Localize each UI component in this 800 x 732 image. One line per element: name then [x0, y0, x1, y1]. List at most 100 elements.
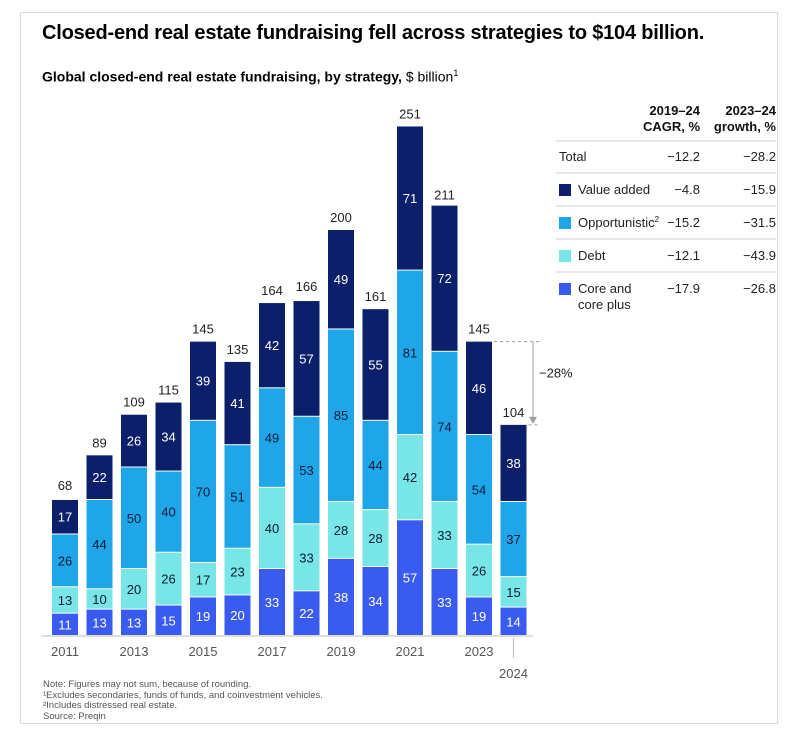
note-rounding: Note: Figures may not sum, because of ro…	[43, 679, 252, 690]
bar-segment-debt	[328, 502, 354, 558]
table-growth-value: −26.8	[743, 281, 776, 296]
bar-segment-debt	[52, 587, 78, 613]
table-header-growth: 2023–24	[725, 103, 776, 118]
bar-value-label: 26	[58, 553, 72, 568]
table-row-label: Total	[559, 149, 587, 164]
bar-total-label: 145	[468, 322, 490, 337]
table-growth-value: −43.9	[743, 248, 776, 263]
bar-segment-value-added	[259, 303, 285, 388]
bar-value-label: 15	[161, 613, 175, 628]
footnote-2: ²Includes distressed real estate.	[43, 700, 178, 711]
bar-segment-core-and-core-plus	[224, 595, 251, 635]
bar-value-label: 15	[506, 585, 520, 600]
bar-value-label: 74	[437, 419, 451, 434]
bar-value-label: 53	[299, 463, 313, 478]
bar-segment-opportunistic	[121, 467, 147, 569]
bar-total-label: 200	[330, 210, 352, 225]
bar-value-label: 57	[403, 571, 417, 586]
bar-segment-core-and-core-plus	[500, 607, 527, 635]
table-row-label: Debt	[578, 248, 606, 263]
bar-value-label: 33	[299, 550, 313, 565]
bar-segment-value-added	[190, 341, 216, 420]
bar-total-label: 166	[296, 279, 318, 294]
bar-segment-opportunistic	[293, 416, 320, 524]
bar-total-label: 109	[123, 395, 145, 410]
table-header-growth-unit: growth, %	[714, 119, 777, 134]
bar-segment-opportunistic	[397, 270, 423, 435]
bar-value-label: 38	[334, 590, 348, 605]
bar-total-label: 115	[158, 383, 179, 398]
bar-value-label: 81	[403, 345, 417, 360]
bar-value-label: 13	[127, 615, 141, 630]
bar-segment-value-added	[121, 414, 147, 467]
table-row-label: Value added	[578, 182, 650, 197]
bar-value-label: 11	[58, 617, 72, 632]
table-cagr-value: −15.2	[667, 215, 700, 230]
bar-segment-debt	[397, 435, 423, 520]
bar-value-label: 22	[92, 470, 106, 485]
bar-segment-opportunistic	[52, 534, 78, 587]
subtitle-bold: Global closed-end real estate fundraisin…	[42, 68, 402, 85]
bar-segment-value-added	[224, 361, 251, 445]
bar-value-label: 33	[437, 528, 451, 543]
subtitle-footnote: 1	[453, 68, 459, 78]
table-row-label: Opportunistic2	[578, 215, 660, 230]
bar-segment-opportunistic	[86, 499, 113, 589]
bar-segment-opportunistic	[431, 351, 458, 502]
bar-segment-value-added	[155, 402, 182, 471]
table-row-label: Core and	[578, 281, 631, 296]
bar-segment-core-and-core-plus	[431, 569, 458, 635]
bar-segment-opportunistic	[259, 388, 285, 487]
bar-segment-opportunistic	[155, 471, 182, 552]
bar-value-label: 44	[368, 458, 382, 473]
bar-value-label: 19	[472, 609, 486, 624]
bar-total-label: 135	[227, 342, 249, 357]
bar-value-label: 13	[58, 593, 72, 608]
bar-value-label: 51	[230, 489, 244, 504]
bar-value-label: 39	[196, 374, 210, 389]
bar-segment-core-and-core-plus	[190, 597, 216, 635]
bar-segment-debt	[362, 510, 389, 566]
table-header-cagr-unit: CAGR, %	[643, 119, 701, 134]
source-note: Source: Preqin	[43, 710, 106, 722]
bar-value-label: 40	[161, 505, 175, 520]
bar-segment-value-added	[500, 424, 527, 502]
bar-value-label: 23	[230, 565, 244, 580]
bar-value-label: 49	[265, 431, 279, 446]
bar-total-label: 145	[192, 322, 214, 337]
table-cagr-value: −12.1	[667, 248, 700, 263]
bar-value-label: 33	[265, 595, 279, 610]
chart-notes: Note: Figures may not sum, because of ro…	[43, 679, 323, 722]
bar-value-label: 34	[368, 594, 382, 609]
x-tick-label: 2015	[189, 644, 218, 659]
bar-value-label: 17	[196, 573, 210, 588]
chart-title: Closed-end real estate fundraising fell …	[42, 22, 705, 44]
subtitle-unit: $ billion	[405, 68, 454, 85]
bar-total-label: 104	[503, 405, 525, 420]
bar-segment-core-and-core-plus	[52, 613, 78, 635]
bar-value-label: 50	[127, 511, 141, 526]
bar-segment-value-added	[293, 301, 320, 416]
annotation-change-label: −28%	[539, 365, 573, 380]
bar-value-label: 26	[161, 572, 175, 587]
bar-segment-opportunistic	[466, 435, 492, 544]
bar-value-label: 55	[368, 357, 382, 372]
table-header-cagr: 2019–24	[649, 103, 700, 118]
footnote-1: ¹Excludes secondaries, funds of funds, a…	[43, 689, 323, 701]
bar-value-label: 20	[230, 608, 244, 623]
bar-segment-value-added	[362, 309, 389, 420]
table-cagr-value: −17.9	[667, 281, 700, 296]
bar-value-label: 46	[472, 381, 486, 396]
bar-segment-debt	[224, 548, 251, 595]
bar-segment-opportunistic	[500, 502, 527, 577]
bar-value-label: 26	[472, 564, 486, 579]
legend-swatch	[559, 250, 571, 262]
x-tick-label: 2013	[120, 644, 149, 659]
bar-segment-core-and-core-plus	[86, 609, 113, 635]
bar-segment-core-and-core-plus	[293, 591, 320, 635]
table-growth-value: −31.5	[743, 215, 776, 230]
bar-total-label: 251	[399, 106, 421, 121]
bar-value-label: 38	[506, 456, 520, 471]
bar-segment-debt	[431, 502, 458, 569]
bar-value-label: 17	[58, 510, 72, 525]
